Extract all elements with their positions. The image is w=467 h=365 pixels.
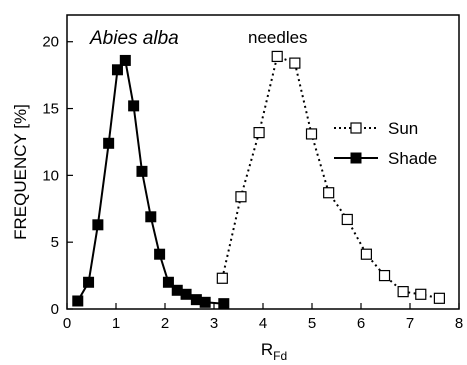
data-point-shade <box>136 165 148 177</box>
x-tick-label: 8 <box>455 315 463 332</box>
y-tick-label: 5 <box>51 234 59 251</box>
data-point-shade <box>162 276 174 288</box>
data-point-sun <box>378 269 391 282</box>
data-point-sun <box>341 213 353 226</box>
data-point-shade <box>145 211 157 223</box>
y-axis-label: FREQUENCY [%] <box>11 104 30 240</box>
data-point-shade <box>128 100 140 112</box>
data-point-shade <box>92 219 104 231</box>
series-line-shade <box>76 58 224 305</box>
legend-item-shade: Shade <box>334 149 437 168</box>
series-sun <box>216 50 445 304</box>
legend: Sun Shade <box>334 119 437 168</box>
x-tick-label: 1 <box>112 315 120 332</box>
tissue-annotation: needles <box>248 28 308 47</box>
series-line-sun <box>221 55 440 300</box>
x-axis-label-subscript: Fd <box>273 349 287 363</box>
data-point-shade <box>103 137 115 149</box>
data-point-sun <box>433 292 445 304</box>
data-point-sun <box>397 286 409 298</box>
y-tick-label: 20 <box>42 34 59 51</box>
data-point-shade <box>218 298 230 310</box>
data-point-sun <box>216 272 228 284</box>
data-point-shade <box>111 64 123 76</box>
data-point-sun <box>323 187 335 199</box>
data-point-shade <box>83 276 95 288</box>
x-tick-label: 4 <box>259 315 267 332</box>
y-tick-label: 15 <box>42 101 59 118</box>
x-tick-label: 6 <box>357 315 365 332</box>
series-shade <box>72 54 230 310</box>
data-point-sun <box>235 191 247 203</box>
y-tick-label: 10 <box>42 167 59 184</box>
data-point-shade <box>119 54 131 66</box>
x-tick-label: 7 <box>406 315 414 332</box>
x-tick-label: 3 <box>210 315 218 332</box>
legend-sun-marker <box>350 122 362 134</box>
legend-item-sun: Sun <box>334 119 418 138</box>
legend-shade-label: Shade <box>388 149 437 168</box>
species-annotation: Abies alba <box>89 28 179 49</box>
x-axis-label-main: R <box>261 340 273 359</box>
x-tick-label: 5 <box>308 315 316 332</box>
series-layer <box>72 50 445 310</box>
data-point-sun <box>253 126 265 139</box>
data-point-shade <box>180 288 192 300</box>
data-point-sun <box>360 248 372 260</box>
x-tick-label: 2 <box>161 315 169 332</box>
data-point-shade <box>199 296 211 308</box>
x-axis-label: RFd <box>261 340 287 363</box>
legend-shade-marker <box>350 152 362 164</box>
data-point-sun <box>305 128 318 140</box>
data-point-sun <box>415 288 427 300</box>
data-point-shade <box>154 248 166 260</box>
data-point-sun <box>289 57 301 69</box>
axis-ticks: 0 1 2 3 4 5 6 7 8 0 5 10 15 20 <box>42 34 463 332</box>
y-tick-label: 0 <box>51 301 59 318</box>
legend-sun-label: Sun <box>388 119 418 138</box>
data-point-shade <box>72 295 84 307</box>
data-point-sun <box>271 50 283 63</box>
x-tick-label: 0 <box>63 315 71 332</box>
